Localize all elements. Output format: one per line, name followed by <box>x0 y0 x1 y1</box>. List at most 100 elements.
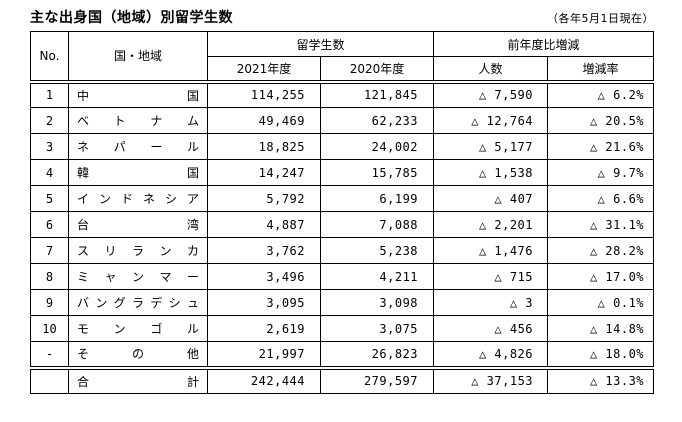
country-cell: バングラデシュ <box>68 289 208 316</box>
country-name-char: ミ <box>77 270 90 284</box>
header-no: No. <box>30 31 69 82</box>
country-cell: 中国 <box>68 79 208 108</box>
country-name-char: そ <box>77 347 90 362</box>
country-cell: スリラ ンカ <box>68 237 208 264</box>
header-country: 国・地域 <box>68 31 208 82</box>
change-cell: △ 715 <box>433 263 549 290</box>
country-name: バングラデシュ <box>77 294 199 311</box>
no-cell: 1 <box>30 79 69 108</box>
change-cell: △ 2,201 <box>433 211 549 238</box>
country-name: インドネシア <box>77 190 199 207</box>
country-name-char: ン <box>98 192 111 206</box>
table-row: 7 スリラ ンカ 3,762 5,238 △ 1,476 △ 28.2% <box>30 237 655 264</box>
change-cell: △ 5,177 <box>433 133 549 160</box>
country-name-char: マ <box>159 270 172 284</box>
y2020-cell: 62,233 <box>319 107 435 134</box>
y2021-cell: 4,887 <box>207 211 321 238</box>
country-name-char: ス <box>77 244 90 258</box>
change-cell: △ 3 <box>433 289 549 316</box>
table-row: 3 ネ パ ー ル 18,825 24,002 △ 5,177 △ 21.6% <box>30 133 655 160</box>
rate-cell: △ 0.1% <box>547 289 655 316</box>
country-name-char: 合 <box>77 374 90 389</box>
y2021-cell: 21,997 <box>207 341 321 368</box>
rate-cell: △ 18.0% <box>547 341 655 368</box>
change-cell: △ 1,476 <box>433 237 549 264</box>
table-header: No. 国・地域 留学生数 前年度比増減 2021年度 2020年度 人数 増減… <box>30 31 655 82</box>
country-cell: ミャン マー <box>68 263 208 290</box>
country-name: ベトナム <box>77 112 199 129</box>
change-cell: △ 37,153 <box>433 365 549 394</box>
country-name-char: 台 <box>77 218 90 232</box>
country-name: 台湾 <box>77 216 199 233</box>
header-year-2021: 2021年度 <box>207 56 321 82</box>
y2021-cell: 49,469 <box>207 107 321 134</box>
country-name-char: ン <box>131 270 144 284</box>
header-change-group: 前年度比増減 <box>433 31 655 57</box>
no-cell: 5 <box>30 185 69 212</box>
header-year-2020: 2020年度 <box>319 56 435 82</box>
no-cell: 9 <box>30 289 69 316</box>
table-row: 5 インドネシア 5,792 6,199 △ 407 △ 6.6% <box>30 185 655 212</box>
country-name-char: 韓 <box>77 166 90 180</box>
table-row: - そ の 他 21,997 26,823 △ 4,826 △ 18.0% <box>30 341 655 368</box>
country-name: スリラ ンカ <box>77 242 199 259</box>
y2021-cell: 3,762 <box>207 237 321 264</box>
country-name-char: ン <box>113 322 126 336</box>
no-cell: 3 <box>30 133 69 160</box>
y2021-cell: 114,255 <box>207 79 321 108</box>
no-cell: 2 <box>30 107 69 134</box>
y2020-cell: 4,211 <box>319 263 435 290</box>
country-name-char: バ <box>77 296 90 310</box>
country-name-char: 国 <box>186 166 199 180</box>
table-body: 1 中国 114,255 121,845 △ 7,590 △ 6.2% 2 ベトナム 49,46… <box>30 79 655 394</box>
country-cell: 合計 <box>68 365 208 394</box>
country-cell: 韓国 <box>68 159 208 186</box>
document-header: 主な出身国（地域）別留学生数 （各年5月1日現在） <box>30 5 654 27</box>
country-name-char: ル <box>186 322 199 336</box>
country-name-char: ラ <box>131 244 144 258</box>
country-name-char: デ <box>150 296 163 310</box>
y2021-cell: 3,496 <box>207 263 321 290</box>
rate-cell: △ 17.0% <box>547 263 655 290</box>
country-name: モンゴル <box>77 320 199 337</box>
rate-cell: △ 9.7% <box>547 159 655 186</box>
rate-cell: △ 6.6% <box>547 185 655 212</box>
y2020-cell: 6,199 <box>319 185 435 212</box>
table-row: 6 台湾 4,887 7,088 △ 2,201 △ 31.1% <box>30 211 655 238</box>
rate-cell: △ 31.1% <box>547 211 655 238</box>
rate-cell: △ 21.6% <box>547 133 655 160</box>
country-name: ミャン マー <box>77 268 199 285</box>
table-row: 10 モ ン ゴ ル 2,619 3,075 △ 456 △ 14.8% <box>30 315 655 342</box>
country-name-char: モ <box>77 322 90 336</box>
y2021-cell: 2,619 <box>207 315 321 342</box>
country-name-char: ン <box>95 296 108 310</box>
no-cell <box>30 365 69 394</box>
no-cell: - <box>30 341 69 368</box>
country-name: 合計 <box>77 373 199 390</box>
country-name-char: ー <box>186 270 199 284</box>
y2020-cell: 5,238 <box>319 237 435 264</box>
country-name-char: ナ <box>150 114 163 128</box>
change-cell: △ 7,590 <box>433 79 549 108</box>
no-cell: 10 <box>30 315 69 342</box>
country-name-char: ラ <box>131 296 144 310</box>
country-name-char: ル <box>186 140 199 154</box>
country-name: その他 <box>77 345 199 362</box>
country-name-char: グ <box>113 296 126 310</box>
country-cell: その他 <box>68 341 208 368</box>
rate-cell: △ 14.8% <box>547 315 655 342</box>
rate-cell: △ 13.3% <box>547 365 655 394</box>
country-name-char: ゴ <box>150 322 163 336</box>
table-row: 4 韓国 14,247 15,785 △ 1,538 △ 9.7% <box>30 159 655 186</box>
country-cell: ベトナム <box>68 107 208 134</box>
country-name-char: ャ <box>104 270 117 284</box>
country-name-char: 他 <box>186 347 199 362</box>
rate-cell: △ 20.5% <box>547 107 655 134</box>
page-title: 主な出身国（地域）別留学生数 <box>30 10 233 26</box>
header-change-rate: 増減率 <box>547 56 655 82</box>
no-cell: 4 <box>30 159 69 186</box>
y2020-cell: 3,075 <box>319 315 435 342</box>
country-name-char: 湾 <box>186 218 199 232</box>
y2021-cell: 5,792 <box>207 185 321 212</box>
country-name-char: パ <box>113 140 126 154</box>
